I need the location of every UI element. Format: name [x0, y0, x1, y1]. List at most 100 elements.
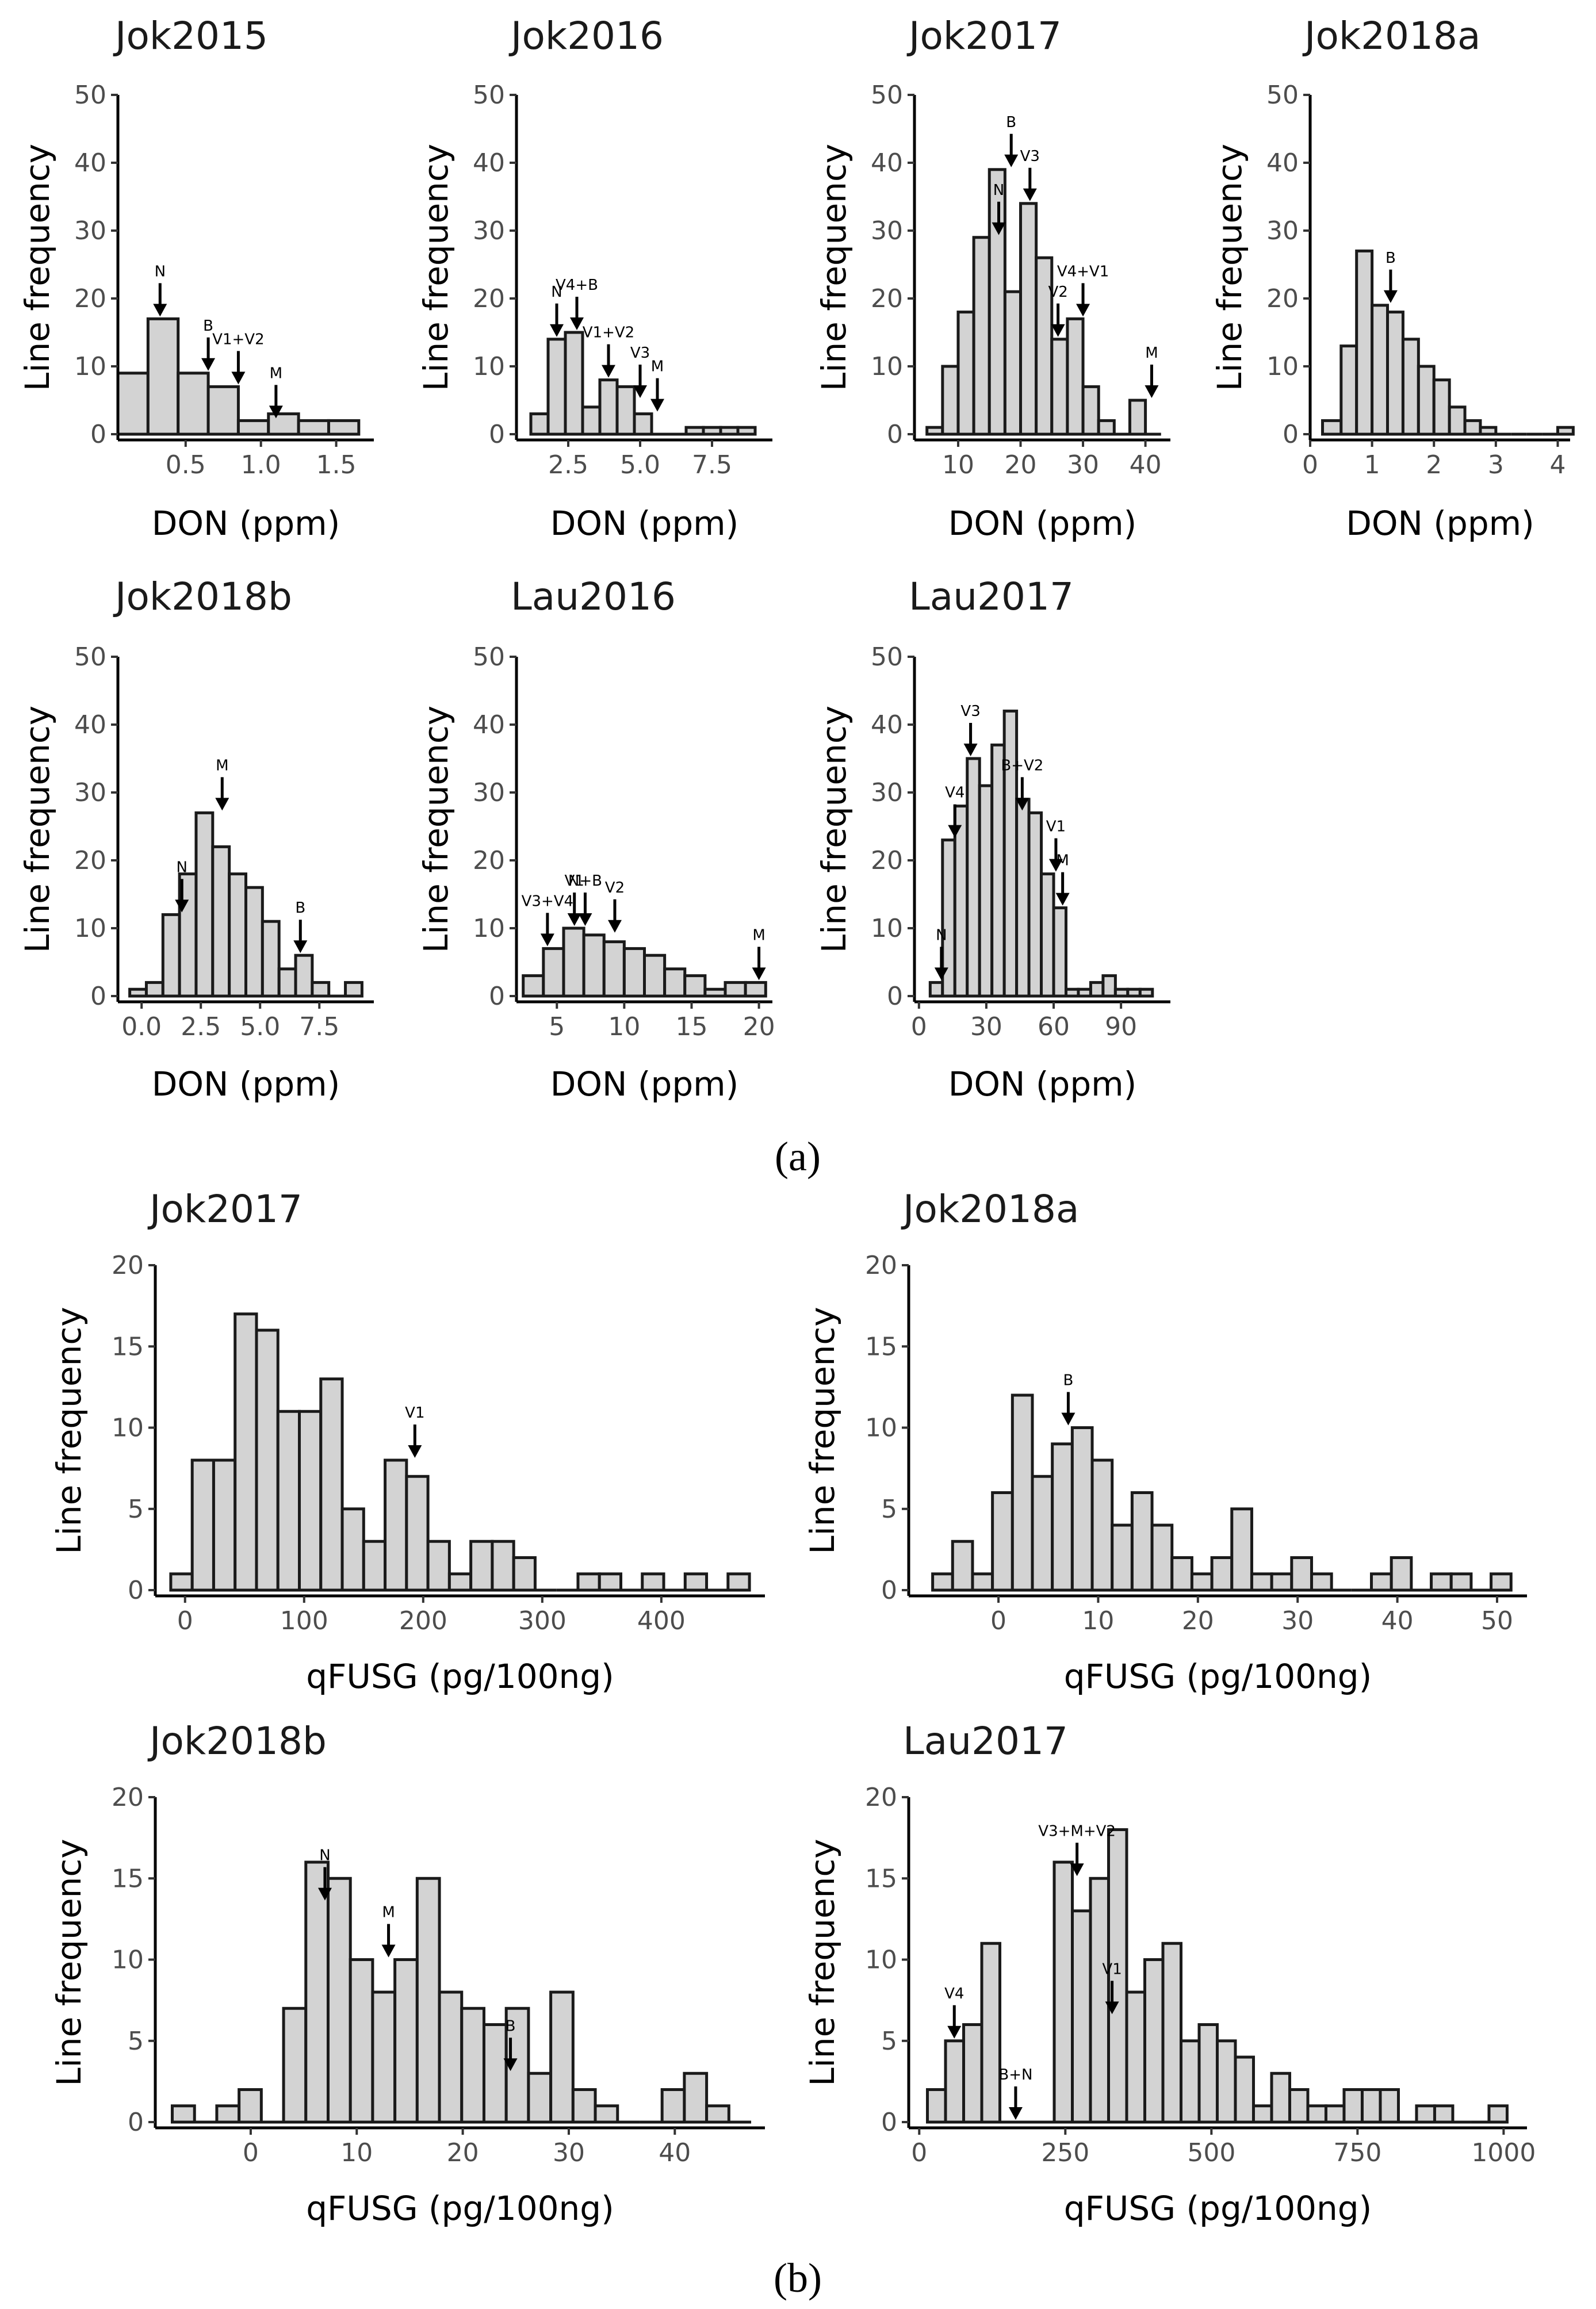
histogram-bar: [522, 974, 545, 998]
annotation-arrowhead: [1015, 798, 1029, 811]
x-axis-label: DON (ppm): [1346, 504, 1534, 543]
histogram-bar: [978, 784, 994, 998]
histogram-bar: [206, 385, 240, 436]
histogram-bar: [1310, 1572, 1333, 1592]
histogram-bar: [582, 933, 606, 998]
histogram-bar: [512, 1556, 537, 1592]
x-tick-label: 0.0: [121, 1012, 162, 1041]
annotation-label: N: [155, 263, 166, 280]
histogram-bar: [1161, 1942, 1182, 2124]
histogram-bar: [1479, 426, 1498, 436]
y-tick-label: 0: [881, 1576, 897, 1605]
y-tick-label: 0: [887, 982, 903, 1011]
y-tick-label: 5: [128, 2027, 144, 2056]
histogram-bar: [190, 1458, 215, 1592]
chart-panel-1: Jok2015 0 10 20 30 40 50 0.5 1.0 1.5 Line frequenc…: [18, 14, 374, 543]
histogram-bar: [1027, 811, 1043, 998]
chart-panel-5: Jok2018b 0 10 20 30 40 50 0.0 2.5 5.0 7.5 Line freq…: [18, 575, 374, 1104]
histogram-bar: [542, 947, 565, 998]
histogram-bar: [951, 1540, 974, 1592]
x-tick-label: 10: [608, 1012, 640, 1041]
histogram-bar: [228, 872, 248, 998]
annotation-arrowhead: [570, 317, 584, 330]
y-tick-label: 10: [112, 1414, 144, 1443]
histogram-bar: [562, 926, 585, 998]
chart-title: Lau2017: [909, 575, 1074, 619]
histogram-bar: [438, 1990, 464, 2124]
y-tick-label: 10: [865, 1414, 897, 1443]
annotation-label: B: [295, 899, 305, 917]
histogram-bar: [426, 1540, 451, 1592]
chart-title: Jok2017: [147, 1187, 303, 1231]
histogram-bar: [953, 805, 969, 998]
histogram-bar: [598, 1572, 622, 1592]
histogram-bar: [211, 845, 231, 998]
histogram-bar: [1015, 798, 1031, 998]
histogram-bar: [344, 981, 363, 998]
y-tick-label: 30: [473, 778, 505, 807]
y-axis-label: Line frequency: [814, 706, 854, 953]
histogram-bar: [1066, 317, 1085, 436]
y-tick-label: 20: [865, 1783, 897, 1812]
x-tick-label: 0: [243, 2138, 259, 2168]
annotation-arrowhead: [1004, 154, 1019, 167]
annotation-arrowhead: [1070, 1863, 1084, 1877]
annotation-label: V1: [565, 872, 584, 890]
x-tick-label: 200: [399, 1606, 447, 1636]
histogram-bar: [990, 743, 1006, 998]
annotation-arrowhead: [1023, 188, 1037, 201]
y-tick-label: 10: [112, 1946, 144, 1975]
histogram-bar: [1125, 1990, 1146, 2124]
y-tick-label: 20: [871, 284, 903, 313]
annotation-label: M: [216, 757, 228, 774]
histogram-bar: [527, 2071, 553, 2124]
histogram-bar: [988, 168, 1006, 436]
histogram-bar: [1360, 2088, 1382, 2124]
x-tick-label: 5: [549, 1012, 565, 1041]
annotation-label: N: [936, 926, 947, 944]
histogram-bar: [576, 1572, 601, 1592]
annotation-label: N+B: [568, 872, 602, 890]
x-tick-label: 7.5: [692, 450, 732, 480]
annotation-label: N: [319, 1847, 330, 1864]
x-tick-label: 10: [340, 2138, 373, 2168]
x-tick-label: 5.0: [620, 450, 660, 480]
y-tick-label: 20: [112, 1251, 144, 1280]
histogram-bar: [234, 1312, 258, 1592]
x-axis-label: qFUSG (pg/100ng): [306, 2189, 614, 2228]
x-tick-label: 750: [1333, 2138, 1381, 2168]
histogram-bar: [415, 1877, 441, 2124]
x-tick-label: 0.5: [166, 450, 206, 480]
y-tick-label: 20: [871, 846, 903, 875]
x-tick-label: 5.0: [240, 1012, 280, 1041]
histogram-bar: [1107, 1828, 1128, 2124]
annotation-label: V3+V4: [522, 893, 573, 910]
annotation-label: V3: [630, 344, 650, 362]
chart-title: Jok2018b: [147, 1719, 327, 1763]
y-tick-label: 20: [74, 846, 106, 875]
histogram-bar: [1251, 2104, 1273, 2124]
histogram-bar: [371, 1990, 397, 2124]
annotation-label: B: [1063, 1372, 1073, 1389]
chart-panel-2: Jok2016 0 10 20 30 40 50 2.5 5.0 7.5 Line frequenc…: [416, 14, 772, 543]
chart-title: Jok2018a: [901, 1187, 1079, 1231]
y-axis-label: Line frequency: [49, 1307, 89, 1554]
histogram-bar: [931, 1572, 954, 1592]
x-tick-label: 100: [280, 1606, 328, 1636]
y-tick-label: 10: [74, 914, 106, 943]
x-tick-label: 30: [1281, 1606, 1314, 1636]
histogram-bar: [261, 920, 281, 998]
histogram-bar: [683, 1572, 709, 1592]
histogram-bar: [194, 811, 215, 998]
y-tick-label: 15: [865, 1332, 897, 1361]
annotation-arrowhead: [175, 899, 189, 913]
annotation-arrowhead: [1383, 290, 1398, 303]
y-tick-label: 15: [112, 1864, 144, 1893]
x-axis-label: DON (ppm): [948, 1064, 1137, 1104]
histogram-bar: [177, 372, 210, 436]
y-tick-label: 0: [1283, 420, 1299, 449]
histogram-bar: [1324, 2104, 1346, 2124]
annotation-arrowhead: [550, 324, 564, 337]
y-tick-label: 10: [1266, 352, 1299, 381]
histogram-bar: [1143, 1958, 1165, 2124]
